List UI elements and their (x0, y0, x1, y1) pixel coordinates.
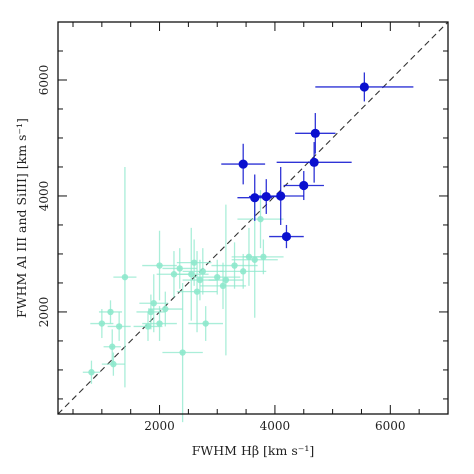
data-point (162, 305, 169, 313)
data-point (260, 253, 267, 261)
data-point (107, 308, 114, 316)
data-point (98, 320, 106, 327)
data-point (147, 308, 155, 316)
data-point (310, 128, 320, 138)
data-point (309, 157, 319, 167)
y-axis-title: FWHM Al III and SiIII] [km s⁻¹] (14, 118, 29, 318)
data-point (179, 349, 186, 356)
data-point (222, 276, 230, 284)
data-point (170, 271, 178, 278)
data-point (188, 271, 195, 278)
data-point (196, 276, 204, 284)
x-tick-label: 2000 (144, 419, 175, 433)
data-point (144, 323, 152, 330)
data-point (257, 215, 264, 223)
y-tick-label: 4000 (37, 181, 51, 212)
data-point (190, 259, 198, 266)
data-point (238, 159, 248, 169)
data-point (261, 191, 271, 202)
data-point (193, 288, 201, 295)
data-point (110, 360, 117, 368)
data-point (276, 191, 286, 201)
data-point (88, 369, 95, 376)
data-point (245, 253, 253, 261)
data-point (231, 262, 238, 269)
data-point (199, 268, 207, 275)
y-tick-label: 6000 (37, 65, 51, 96)
x-axis-title: FWHM Hβ [km s⁻¹] (192, 443, 314, 458)
data-point (150, 300, 157, 307)
data-point (176, 265, 183, 272)
data-point (202, 320, 209, 327)
data-point (239, 268, 247, 275)
data-point-layer (88, 82, 369, 376)
data-point (109, 343, 116, 350)
data-point (121, 273, 129, 281)
data-point (299, 180, 309, 191)
x-tick-label: 4000 (260, 419, 291, 433)
data-point (156, 320, 163, 327)
data-point (251, 256, 258, 263)
axes-layer: 2000 4000 6000 2000 4000 6000 (37, 21, 449, 433)
data-point (156, 262, 163, 269)
x-tick-label: 6000 (375, 419, 406, 433)
data-point (250, 193, 260, 203)
y-tick-label: 2000 (37, 297, 51, 328)
data-point (281, 231, 292, 242)
data-point (214, 273, 221, 281)
data-point (115, 323, 123, 330)
data-point (359, 82, 369, 92)
plot-frame (57, 21, 449, 415)
data-point (219, 282, 227, 290)
